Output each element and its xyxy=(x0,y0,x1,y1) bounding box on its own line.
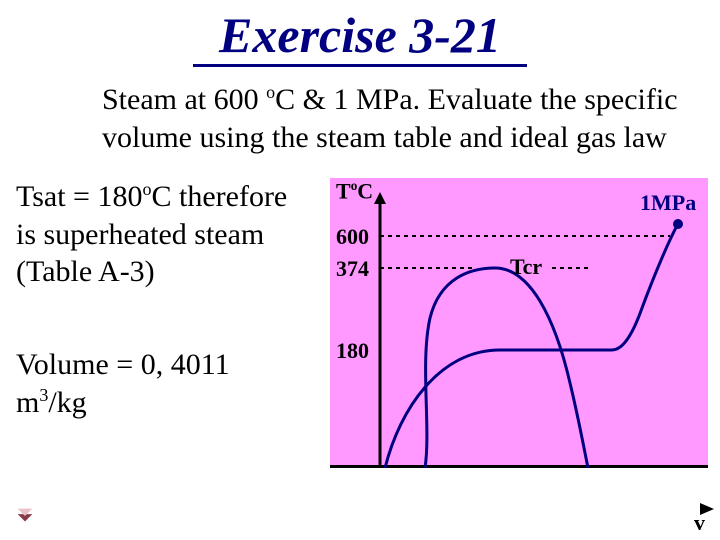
chart-svg xyxy=(330,178,708,468)
decorative-icon xyxy=(14,505,36,527)
l3: (Table A-3) xyxy=(16,255,155,288)
stmt-pre: Steam at 600 xyxy=(102,83,266,116)
vol-line1: Volume = 0, 4011 xyxy=(16,348,230,381)
title-underline xyxy=(193,64,527,67)
state-point xyxy=(673,219,683,229)
tcr-label: Tcr xyxy=(510,254,542,280)
l2: is superheated steam xyxy=(16,218,264,251)
vol-m: m xyxy=(16,386,39,419)
vol-sup: 3 xyxy=(39,385,48,405)
explanation-block: Tsat = 180oC therefore is superheated st… xyxy=(16,178,287,291)
l1b: C therefore xyxy=(151,180,287,213)
y-axis-title: ToC xyxy=(336,178,373,204)
isobar-label: 1MPa xyxy=(640,190,696,216)
vol-rest: /kg xyxy=(48,386,86,419)
y-tick-600: 600 xyxy=(336,224,369,250)
y-title-c: C xyxy=(357,178,373,203)
problem-statement: Steam at 600 oC & 1 MPa. Evaluate the sp… xyxy=(102,81,690,156)
y-tick-374: 374 xyxy=(336,256,369,282)
result-block: Volume = 0, 4011 m3/kg xyxy=(16,346,230,421)
saturation-dome xyxy=(425,268,588,468)
y-tick-180: 180 xyxy=(336,338,369,364)
y-title-t: T xyxy=(336,178,351,203)
stmt-sup: o xyxy=(266,82,275,102)
x-axis-label: v xyxy=(694,510,705,536)
y-axis-arrow xyxy=(374,192,386,204)
page-title: Exercise 3-21 xyxy=(0,0,720,64)
l1a: Tsat = 180 xyxy=(16,180,142,213)
tv-diagram: ToC 600 374 180 1MPa Tcr xyxy=(330,178,708,468)
